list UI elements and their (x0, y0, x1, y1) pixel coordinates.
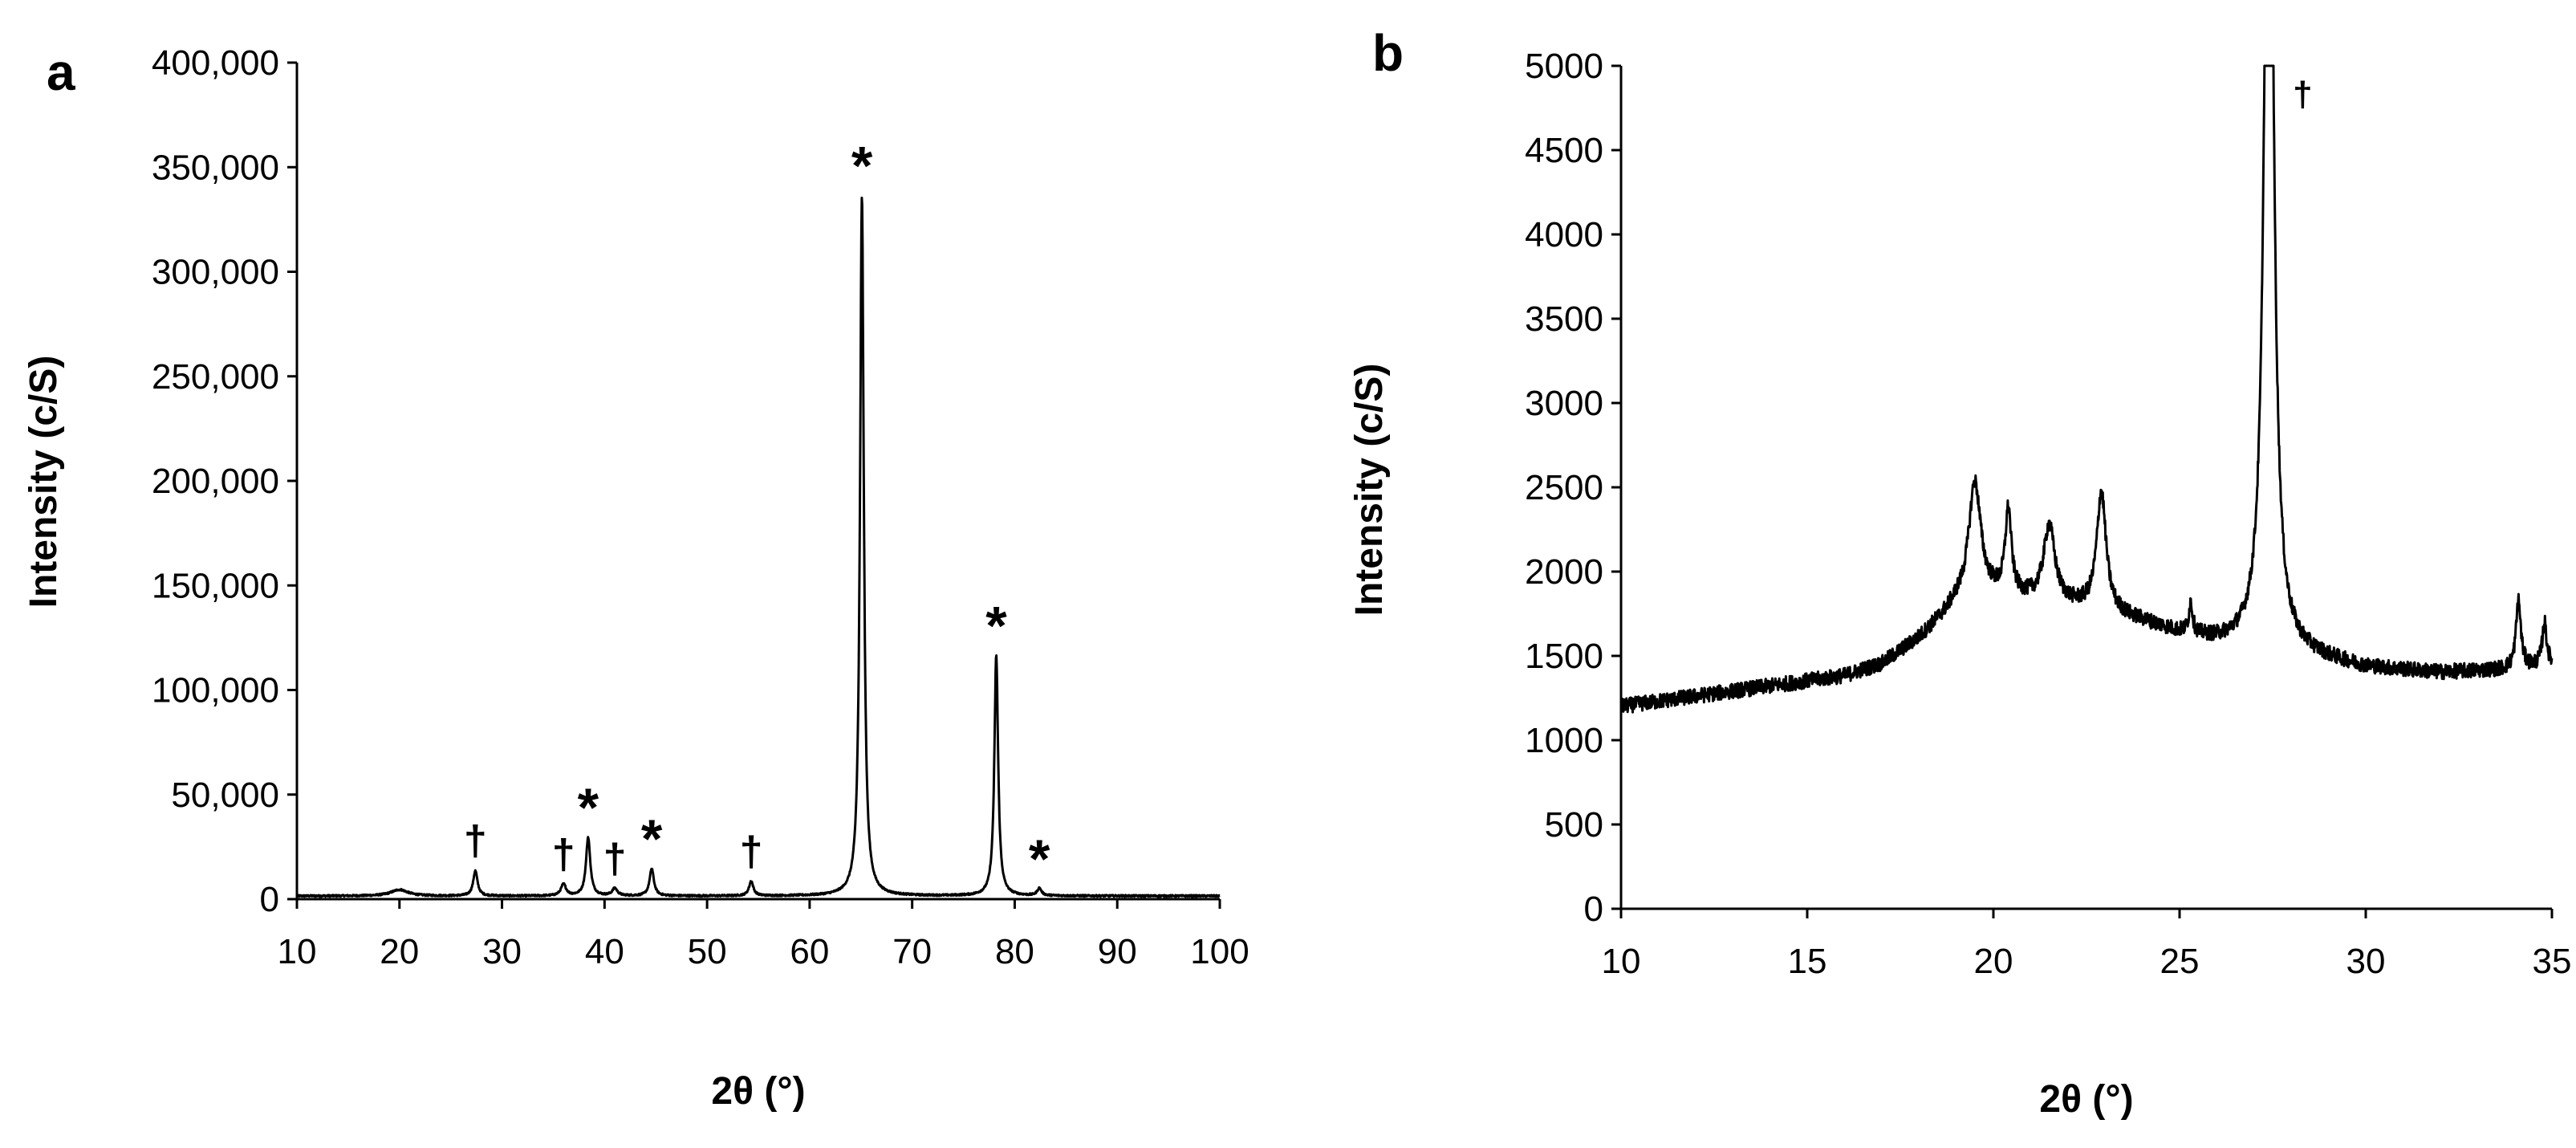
panel-b-y-axis-title: Intensity (c/S) (1348, 364, 1391, 617)
x-tick-label: 100 (1190, 932, 1249, 971)
peak-marker-asterisk: * (851, 135, 873, 196)
y-tick-label: 3500 (1525, 299, 1603, 339)
x-tick-label: 50 (688, 932, 727, 971)
y-tick-label: 2500 (1525, 468, 1603, 507)
x-tick-label: 10 (278, 932, 317, 971)
panel-b-label: b (1372, 24, 1404, 82)
peak-marker-dagger: † (552, 832, 575, 878)
y-tick-label: 200,000 (152, 462, 279, 501)
y-tick-label: 150,000 (152, 566, 279, 605)
x-tick-label: 40 (585, 932, 624, 971)
x-tick-label: 25 (2160, 942, 2200, 981)
x-tick-label: 15 (1788, 942, 1827, 981)
panel-b: b 0 500 1000 1500 2000 2500 3000 3500 4000 4500 50… (1348, 24, 2571, 1121)
x-tick-label: 70 (892, 932, 932, 971)
y-tick-label: 50,000 (171, 776, 279, 815)
y-tick-label: 300,000 (152, 253, 279, 292)
x-tick-label: 10 (1602, 942, 1641, 981)
panel-b-x-ticks: 10 15 20 25 30 35 (1602, 909, 2572, 981)
y-tick-label: 1500 (1525, 637, 1603, 676)
x-tick-label: 30 (482, 932, 522, 971)
peak-marker-asterisk: * (985, 595, 1007, 656)
panel-a-label: a (47, 43, 75, 101)
panel-a-peak-markers: † †*† * †*** (464, 135, 1050, 889)
panel-a-x-axis-title: 2θ (°) (711, 1070, 805, 1113)
panel-b-x-axis-title: 2θ (°) (2039, 1078, 2133, 1121)
panel-b-y-ticks: 0 500 1000 1500 2000 2500 3000 3500 4000 4500 5000 (1525, 47, 1621, 929)
y-tick-label: 1000 (1525, 721, 1603, 760)
y-tick-label: 400,000 (152, 43, 279, 83)
panel-a-y-ticks: 0 50,000 100,000 150,000 200,000 250,000 300,0… (152, 43, 297, 919)
x-tick-label: 80 (995, 932, 1034, 971)
y-tick-label: 0 (260, 880, 279, 919)
y-tick-label: 5000 (1525, 47, 1603, 86)
panel-a-y-axis-title: Intensity (c/S) (22, 356, 65, 609)
panel-a-diffraction-trace (295, 196, 1221, 898)
x-tick-label: 20 (380, 932, 419, 971)
y-tick-label: 4000 (1525, 215, 1603, 254)
panel-a: a 050,000100,000150,000200,000250,000300… (22, 43, 1249, 1113)
y-tick-label: 0 (1584, 889, 1603, 929)
x-tick-label: 60 (790, 932, 829, 971)
peak-marker-dagger: † (2293, 75, 2312, 114)
x-tick-label: 90 (1098, 932, 1137, 971)
y-tick-label: 100,000 (152, 671, 279, 710)
panel-a-x-ticks: 10 20 30 40 50 60 70 80 90 100 (278, 899, 1249, 971)
peak-marker-asterisk: * (641, 808, 663, 869)
peak-marker-dagger: † (464, 818, 487, 865)
panel-b-peak-markers: † (2293, 75, 2312, 114)
x-tick-label: 30 (2346, 942, 2386, 981)
x-tick-label: 20 (1974, 942, 2013, 981)
y-tick-label: 250,000 (152, 357, 279, 397)
y-tick-label: 350,000 (152, 148, 279, 187)
y-tick-label: 500 (1545, 805, 1603, 845)
peak-marker-dagger: † (740, 828, 763, 875)
peak-marker-dagger: † (603, 836, 627, 882)
y-tick-label: 4500 (1525, 131, 1603, 170)
peak-marker-asterisk: * (578, 777, 599, 838)
y-tick-label: 3000 (1525, 384, 1603, 423)
panel-b-diffraction-trace (1619, 64, 2554, 714)
x-tick-label: 35 (2533, 942, 2572, 981)
peak-marker-asterisk: * (1029, 828, 1050, 889)
y-tick-label: 2000 (1525, 552, 1603, 592)
